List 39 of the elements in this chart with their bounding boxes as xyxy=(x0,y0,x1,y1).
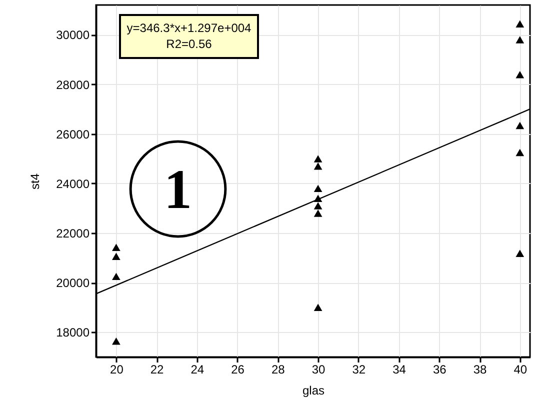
point xyxy=(314,155,322,162)
point xyxy=(112,272,120,280)
annotation: y=346.3*x+1.297e+004 xyxy=(126,21,252,35)
x-tick-label: 32 xyxy=(352,362,366,376)
point xyxy=(516,122,524,130)
x-tick-label: 38 xyxy=(473,362,488,376)
point xyxy=(516,250,524,258)
x-tick-label: 28 xyxy=(271,362,286,376)
point xyxy=(314,202,322,210)
x-tick-label: 30 xyxy=(312,362,326,376)
y-tick-label: 20000 xyxy=(56,276,90,290)
point xyxy=(112,338,120,345)
point xyxy=(112,252,120,260)
y-tick-label: 28000 xyxy=(56,78,90,92)
point xyxy=(516,71,524,78)
point xyxy=(112,244,120,252)
annotation: R2=0.56 xyxy=(166,37,212,51)
x-tick-label: 20 xyxy=(110,362,124,376)
y-tick-label: 22000 xyxy=(56,226,90,241)
y-tick-label: 24000 xyxy=(56,176,90,191)
x-tick-label: 40 xyxy=(514,362,528,376)
x-tick-label: 24 xyxy=(190,362,204,376)
x-tick-label: 34 xyxy=(392,362,406,376)
point xyxy=(314,162,322,170)
y-tick-label: 26000 xyxy=(56,127,90,142)
point xyxy=(516,36,524,44)
y-tick-label: 18000 xyxy=(56,326,90,340)
x-tick-label: 36 xyxy=(432,362,447,376)
x-axis-title: glas xyxy=(302,384,325,398)
annotation: 1 xyxy=(164,159,192,221)
x-tick-label: 22 xyxy=(150,362,164,376)
point xyxy=(314,304,322,312)
point xyxy=(516,20,524,28)
point xyxy=(314,210,322,217)
y-axis-title: st4 xyxy=(28,173,42,190)
point xyxy=(314,184,322,192)
x-tick-label: 26 xyxy=(231,362,245,376)
point xyxy=(516,148,524,156)
y-tick-label: 30000 xyxy=(56,28,90,42)
